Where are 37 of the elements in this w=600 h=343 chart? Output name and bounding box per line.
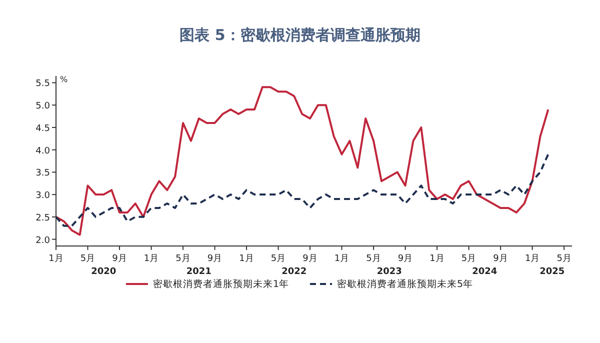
x-tick-label: 1月 [430, 254, 444, 264]
legend-label: 密歇根消费者通胀预期未来1年 [152, 278, 289, 290]
x-tick-label: 5月 [176, 254, 190, 264]
text: 2023 [376, 267, 402, 277]
x-tick-label: 9月 [207, 254, 222, 264]
y-tick-label: 4.5 [36, 124, 50, 134]
x-tick-label: 9月 [493, 254, 508, 264]
y-tick-label: 2.0 [36, 236, 50, 246]
x-tick-label: 9月 [112, 254, 127, 264]
text: 2025 [540, 267, 565, 277]
x-tick-label: 1月 [524, 254, 540, 264]
y-tick-label: 5.5 [36, 79, 50, 90]
y-tick-label: 5.0 [36, 102, 50, 112]
x-tick-label: 5月 [270, 254, 286, 264]
text: 2020 [91, 267, 116, 277]
y-tick-label: 4.0 [36, 146, 50, 156]
y-axis-title: % [60, 75, 68, 84]
x-tick-label: 9月 [302, 254, 318, 264]
line-series [55, 86, 550, 236]
x-tick-label: 1月 [144, 254, 159, 264]
y-tick-label: 2.5 [36, 213, 50, 224]
y-tick-label: 3.5 [36, 168, 50, 179]
x-tick-label: 1月 [239, 254, 254, 264]
y-tick-label: 3.0 [36, 191, 50, 202]
chart-title: 图表 5：密歇根消费者调查通胀预期 [180, 26, 420, 44]
text: 2021 [186, 267, 212, 277]
x-tick-label: 9月 [398, 254, 413, 264]
line-series [55, 153, 550, 227]
text: 2022 [282, 267, 307, 277]
x-tick-label: 5月 [461, 254, 476, 264]
x-tick-label: 5月 [556, 254, 572, 264]
x-tick-label: 1月 [334, 254, 350, 264]
x-tick-label: 5月 [80, 254, 96, 264]
legend-label: 密歇根消费者通胀预期未来5年 [337, 278, 474, 290]
x-tick-label: 5月 [366, 254, 381, 264]
text: 2024 [472, 267, 498, 277]
x-tick-label: 1月 [48, 254, 64, 264]
